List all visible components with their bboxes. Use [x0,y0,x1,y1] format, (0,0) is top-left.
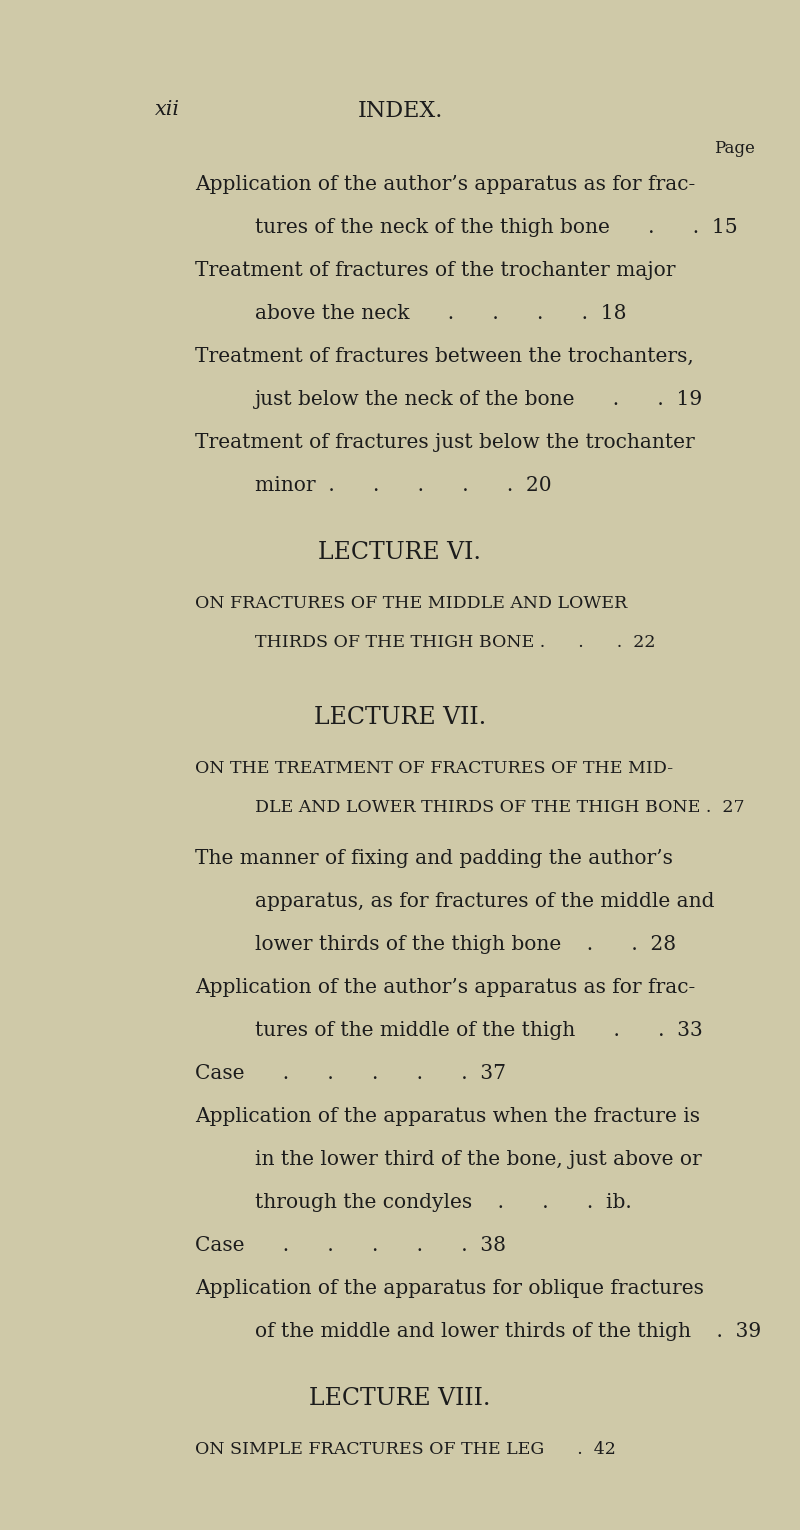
Text: apparatus, as for fractures of the middle and: apparatus, as for fractures of the middl… [255,892,714,910]
Text: ON SIMPLE FRACTURES OF THE LEG      .  42: ON SIMPLE FRACTURES OF THE LEG . 42 [195,1441,616,1458]
Text: LECTURE VIII.: LECTURE VIII. [310,1388,490,1411]
Text: ON FRACTURES OF THE MIDDLE AND LOWER: ON FRACTURES OF THE MIDDLE AND LOWER [195,595,627,612]
Text: LECTURE VI.: LECTURE VI. [318,542,482,565]
Text: LECTURE VII.: LECTURE VII. [314,705,486,728]
Text: minor  .      .      .      .      .  20: minor . . . . . 20 [255,476,552,496]
Text: ON THE TREATMENT OF FRACTURES OF THE MID-: ON THE TREATMENT OF FRACTURES OF THE MID… [195,760,673,777]
Text: through the condyles    .      .      .  ib.: through the condyles . . . ib. [255,1193,632,1212]
Text: xii: xii [155,99,180,119]
Text: INDEX.: INDEX. [358,99,442,122]
Text: Treatment of fractures just below the trochanter: Treatment of fractures just below the tr… [195,433,694,451]
Text: THIRDS OF THE THIGH BONE .      .      .  22: THIRDS OF THE THIGH BONE . . . 22 [255,633,655,650]
Text: Case      .      .      .      .      .  38: Case . . . . . 38 [195,1236,506,1255]
Text: tures of the middle of the thigh      .      .  33: tures of the middle of the thigh . . 33 [255,1021,702,1040]
Text: above the neck      .      .      .      .  18: above the neck . . . . 18 [255,304,626,323]
Text: in the lower third of the bone, just above or: in the lower third of the bone, just abo… [255,1151,702,1169]
Text: just below the neck of the bone      .      .  19: just below the neck of the bone . . 19 [255,390,703,409]
Text: Application of the author’s apparatus as for frac-: Application of the author’s apparatus as… [195,174,695,194]
Text: of the middle and lower thirds of the thigh    .  39: of the middle and lower thirds of the th… [255,1322,762,1340]
Text: Case      .      .      .      .      .  37: Case . . . . . 37 [195,1063,506,1083]
Text: tures of the neck of the thigh bone      .      .  15: tures of the neck of the thigh bone . . … [255,217,738,237]
Text: Application of the author’s apparatus as for frac-: Application of the author’s apparatus as… [195,978,695,998]
Text: DLE AND LOWER THIRDS OF THE THIGH BONE .  27: DLE AND LOWER THIRDS OF THE THIGH BONE .… [255,799,745,815]
Text: Page: Page [714,141,755,158]
Text: Application of the apparatus when the fracture is: Application of the apparatus when the fr… [195,1108,700,1126]
Text: Treatment of fractures between the trochanters,: Treatment of fractures between the troch… [195,347,694,366]
Text: Treatment of fractures of the trochanter major: Treatment of fractures of the trochanter… [195,262,675,280]
Text: lower thirds of the thigh bone    .      .  28: lower thirds of the thigh bone . . 28 [255,935,676,955]
Text: The manner of fixing and padding the author’s: The manner of fixing and padding the aut… [195,849,673,868]
Text: Application of the apparatus for oblique fractures: Application of the apparatus for oblique… [195,1279,704,1297]
